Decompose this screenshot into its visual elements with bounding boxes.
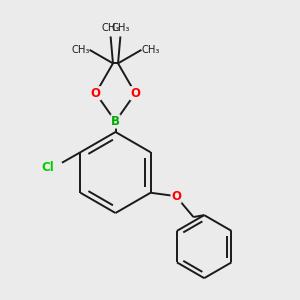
Text: O: O	[91, 87, 101, 100]
Text: CH₃: CH₃	[71, 45, 90, 55]
Text: B: B	[111, 115, 120, 128]
Text: CH₃: CH₃	[141, 45, 160, 55]
Text: O: O	[130, 87, 140, 100]
Text: O: O	[171, 190, 181, 203]
Text: CH₃: CH₃	[111, 23, 130, 34]
Text: CH₃: CH₃	[101, 23, 120, 34]
Text: Cl: Cl	[42, 161, 54, 174]
